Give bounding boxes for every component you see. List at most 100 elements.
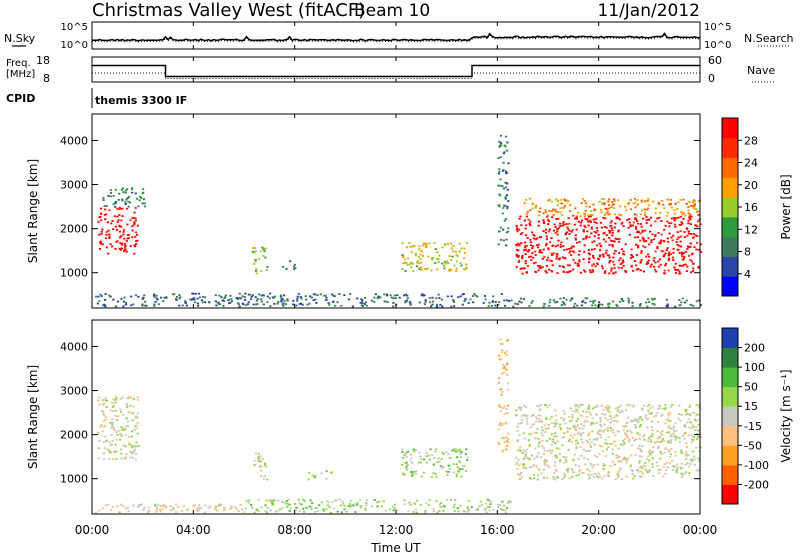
power-cell-0 bbox=[106, 221, 109, 224]
power-cell-8 bbox=[314, 298, 317, 301]
power-cell-6 bbox=[693, 246, 696, 249]
velocity-cell-3 bbox=[402, 472, 405, 475]
colorbar-swatch bbox=[722, 236, 738, 257]
power-cell-6 bbox=[687, 219, 690, 222]
velocity-cell-5 bbox=[576, 404, 579, 407]
velocity-cell-0 bbox=[101, 430, 104, 433]
power-cell-6 bbox=[657, 232, 660, 234]
x-tick-label: 12:00 bbox=[379, 523, 414, 537]
power-cell-6 bbox=[595, 222, 598, 224]
velocity-cell-1 bbox=[259, 469, 262, 472]
velocity-cell-5 bbox=[669, 405, 672, 408]
velocity-cell-6 bbox=[424, 511, 427, 514]
power-cell-6 bbox=[604, 240, 607, 243]
power-cell-8 bbox=[424, 301, 427, 303]
power-cell-7 bbox=[574, 207, 577, 210]
power-cell-8 bbox=[406, 294, 409, 297]
velocity-cell-6 bbox=[403, 503, 406, 505]
power-cell-6 bbox=[606, 254, 609, 257]
power-cell-8 bbox=[199, 296, 202, 299]
velocity-cell-5 bbox=[691, 424, 694, 427]
velocity-cell-6 bbox=[302, 507, 305, 510]
velocity-cell-6 bbox=[251, 507, 254, 509]
power-cell-8 bbox=[494, 301, 497, 303]
freq-unit-label: [MHz] bbox=[6, 69, 35, 80]
power-cell-0 bbox=[132, 217, 135, 219]
velocity-cell-5 bbox=[591, 421, 594, 424]
power-cell-9 bbox=[576, 304, 579, 307]
velocity-cell-5 bbox=[521, 419, 524, 421]
power-cell-0 bbox=[120, 242, 123, 245]
velocity-cell-3 bbox=[458, 450, 461, 453]
power-cell-8 bbox=[338, 293, 341, 295]
velocity-cell-3 bbox=[441, 465, 444, 468]
velocity-cell-6 bbox=[376, 505, 379, 508]
velocity-cell-5 bbox=[613, 440, 616, 443]
velocity-cell-3 bbox=[458, 448, 462, 451]
power-cell-4 bbox=[434, 248, 437, 251]
velocity-cell-0 bbox=[125, 404, 128, 407]
velocity-cell-5 bbox=[626, 422, 629, 424]
power-cell-0 bbox=[134, 235, 137, 238]
velocity-cell-4 bbox=[503, 365, 507, 367]
colorbar-tick-label: 20 bbox=[744, 179, 758, 192]
power-cell-9 bbox=[565, 298, 568, 301]
velocity-cell-5 bbox=[538, 414, 541, 417]
power-cell-6 bbox=[572, 268, 575, 271]
velocity-cell-5 bbox=[575, 426, 578, 428]
velocity-cell-4 bbox=[503, 413, 506, 415]
velocity-cell-5 bbox=[593, 438, 596, 441]
velocity-cell-5 bbox=[532, 423, 535, 426]
velocity-cell-0 bbox=[134, 425, 137, 428]
velocity-cell-0 bbox=[105, 440, 108, 443]
power-cell-6 bbox=[523, 219, 526, 222]
power-cell-4 bbox=[411, 245, 414, 248]
power-cell-0 bbox=[134, 217, 137, 220]
velocity-cell-5 bbox=[538, 441, 541, 443]
velocity-cell-5 bbox=[656, 430, 659, 432]
velocity-cell-5 bbox=[669, 427, 672, 430]
power-cell-9 bbox=[612, 300, 615, 303]
power-cell-6 bbox=[676, 231, 679, 233]
power-cell-7 bbox=[606, 212, 609, 214]
velocity-cell-6 bbox=[356, 502, 359, 504]
power-cell-8 bbox=[394, 297, 397, 300]
power-cell-6 bbox=[647, 262, 650, 265]
velocity-cell-5 bbox=[644, 416, 647, 419]
power-cell-9 bbox=[542, 305, 545, 308]
power-cell-6 bbox=[584, 237, 587, 240]
velocity-cell-5 bbox=[555, 422, 558, 425]
power-cell-7 bbox=[619, 214, 622, 216]
power-cell-6 bbox=[516, 230, 519, 233]
velocity-cell-3 bbox=[455, 463, 458, 465]
power-cell-6 bbox=[686, 227, 689, 230]
velocity-cell-0 bbox=[110, 434, 113, 437]
x-tick-label: 20:00 bbox=[581, 523, 616, 537]
velocity-cell-5 bbox=[641, 467, 644, 469]
power-cell-6 bbox=[654, 235, 657, 238]
power-cell-8 bbox=[301, 303, 304, 306]
power-cell-6 bbox=[648, 255, 651, 258]
velocity-cell-0 bbox=[98, 440, 101, 442]
power-cell-6 bbox=[551, 216, 554, 219]
power-cell-6 bbox=[529, 220, 532, 223]
power-cell-8 bbox=[237, 298, 240, 300]
power-cell-6 bbox=[613, 263, 616, 266]
power-cell-4 bbox=[418, 268, 421, 270]
power-cell-6 bbox=[584, 218, 587, 220]
power-cell-6 bbox=[605, 249, 608, 252]
power-cell-7 bbox=[613, 200, 616, 202]
power-cell-6 bbox=[611, 229, 614, 232]
power-cell-7 bbox=[680, 211, 683, 213]
power-cell-6 bbox=[548, 228, 551, 231]
velocity-cell-7 bbox=[164, 505, 167, 508]
power-cell-8 bbox=[134, 294, 138, 297]
velocity-cell-5 bbox=[647, 451, 650, 453]
power-cell-6 bbox=[553, 223, 556, 226]
nsky-line bbox=[92, 32, 701, 42]
power-cell-6 bbox=[537, 264, 540, 267]
power-cell-6 bbox=[587, 249, 591, 251]
velocity-cell-5 bbox=[606, 404, 609, 407]
velocity-cell-5 bbox=[642, 464, 645, 467]
velocity-cell-7 bbox=[204, 504, 207, 507]
